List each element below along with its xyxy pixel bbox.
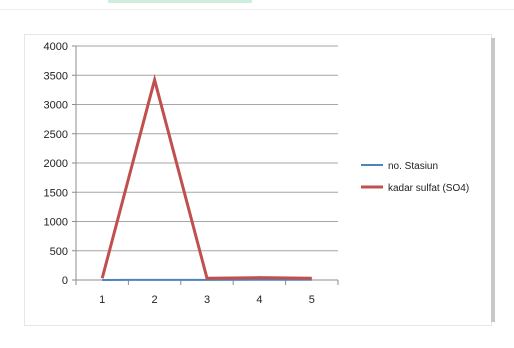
axes <box>72 45 339 285</box>
y-tick-label: 1500 <box>44 187 68 199</box>
x-tick-label: 5 <box>309 294 315 306</box>
series-line-2 <box>100 74 312 280</box>
series-lines <box>100 74 312 281</box>
x-tick-label: 3 <box>204 294 210 306</box>
x-tick-label: 1 <box>99 294 105 306</box>
gridlines <box>76 45 338 252</box>
y-tick-label: 0 <box>62 275 68 287</box>
x-tick-labels: 1 2 3 4 5 <box>99 294 315 306</box>
legend-label-2: kadar sulfat (SO4) <box>388 183 469 194</box>
y-tick-label: 2000 <box>44 158 68 170</box>
scrollbar[interactable] <box>491 38 495 322</box>
legend: no. Stasiun kadar sulfat (SO4) <box>361 161 469 194</box>
y-tick-label: 1000 <box>44 217 68 229</box>
legend-label-1: no. Stasiun <box>388 161 438 172</box>
x-tick-label: 2 <box>152 294 158 306</box>
top-divider <box>0 9 514 10</box>
y-tick-label: 3500 <box>44 70 68 82</box>
top-accent-bar <box>108 0 252 3</box>
y-tick-labels: 0 500 1000 1500 2000 2500 3000 3500 4000 <box>44 41 68 287</box>
y-tick-label: 3000 <box>44 100 68 112</box>
y-tick-label: 4000 <box>44 41 68 53</box>
x-tick-label: 4 <box>256 294 262 306</box>
y-tick-label: 500 <box>50 246 68 258</box>
y-tick-label: 2500 <box>44 129 68 141</box>
